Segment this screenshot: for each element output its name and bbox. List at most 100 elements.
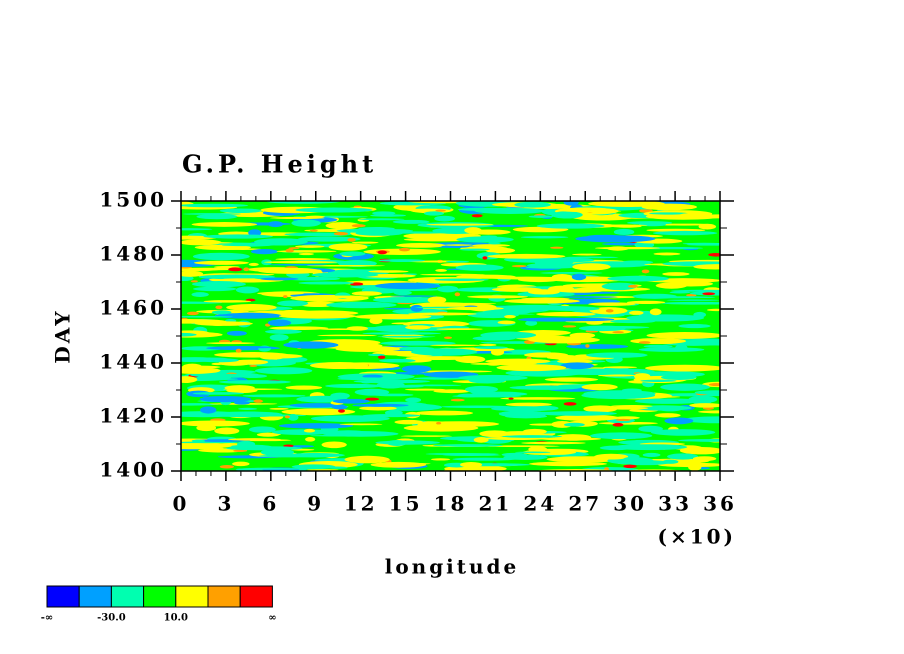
field-streak xyxy=(435,209,446,212)
field-streak xyxy=(572,263,611,271)
field-streak xyxy=(610,405,653,408)
field-streak xyxy=(402,384,462,387)
field-streak xyxy=(375,282,441,290)
field-streak xyxy=(257,267,322,274)
field-streak xyxy=(555,355,581,361)
field-streak xyxy=(359,406,397,411)
field-streak xyxy=(234,401,251,405)
field-streak xyxy=(654,413,681,418)
field-streak xyxy=(599,445,633,451)
field-streak xyxy=(285,248,294,253)
field-streak xyxy=(181,365,221,369)
field-streak xyxy=(311,272,379,278)
field-streak xyxy=(276,250,337,253)
field-streak xyxy=(603,366,637,369)
y-tick-label: 1440 xyxy=(99,350,167,374)
field-streak xyxy=(511,264,527,268)
field-streak xyxy=(325,222,361,230)
x-tick-label: 27 xyxy=(568,492,602,516)
field-streak xyxy=(191,222,258,227)
field-streak xyxy=(295,245,325,248)
field-streak xyxy=(289,310,359,316)
field-streak xyxy=(322,430,399,437)
field-streak xyxy=(503,454,548,460)
colorbar-box xyxy=(46,585,80,608)
field-streak xyxy=(288,247,300,250)
field-streak xyxy=(467,295,528,299)
field-streak xyxy=(479,430,511,438)
x-tick-label: 3 xyxy=(217,492,234,516)
colorbar-box xyxy=(78,585,112,608)
field-streak xyxy=(339,251,366,257)
x-tick-label: 9 xyxy=(307,492,324,516)
field-streak xyxy=(441,405,512,408)
field-streak xyxy=(534,259,574,266)
y-tick-label: 1420 xyxy=(99,404,167,428)
field-streak xyxy=(611,224,642,228)
field-streak xyxy=(536,311,596,317)
field-streak xyxy=(284,415,291,419)
colorbar-box xyxy=(239,585,273,608)
field-streak xyxy=(641,203,698,211)
field-streak xyxy=(496,304,574,311)
field-streak xyxy=(219,465,235,469)
field-streak xyxy=(610,319,656,324)
field-streak xyxy=(640,379,677,382)
field-streak xyxy=(563,415,612,422)
field-streak xyxy=(237,407,258,411)
field-streak xyxy=(257,291,304,296)
field-streak xyxy=(214,346,276,349)
field-streak xyxy=(488,241,501,245)
field-streak xyxy=(358,226,395,231)
field-streak xyxy=(529,423,563,426)
field-streak xyxy=(435,269,448,272)
field-streak xyxy=(525,320,538,326)
field-streak xyxy=(532,405,559,411)
field-streak xyxy=(474,346,508,349)
field-streak xyxy=(550,246,564,249)
field-streak xyxy=(190,280,198,283)
field-streak xyxy=(500,397,576,400)
field-streak xyxy=(399,346,435,351)
field-streak xyxy=(227,438,281,441)
field-streak xyxy=(269,407,289,410)
field-streak xyxy=(289,403,345,408)
field-streak xyxy=(646,331,720,339)
field-streak xyxy=(445,260,469,263)
field-streak xyxy=(181,443,232,449)
field-streak xyxy=(482,256,488,260)
field-streak xyxy=(527,289,560,295)
field-streak xyxy=(295,295,370,299)
field-streak xyxy=(597,374,636,377)
field-streak xyxy=(410,304,423,312)
field-streak xyxy=(303,428,316,433)
x-tick-label: 15 xyxy=(389,492,423,516)
field-streak xyxy=(677,438,720,442)
field-streak xyxy=(393,290,412,296)
field-streak xyxy=(390,295,438,297)
field-streak xyxy=(645,364,720,372)
field-streak xyxy=(260,433,282,436)
field-streak xyxy=(379,358,416,363)
field-streak xyxy=(508,413,533,416)
field-streak xyxy=(586,352,648,358)
field-streak xyxy=(362,332,442,335)
field-streak xyxy=(660,374,697,380)
field-streak xyxy=(554,434,592,441)
field-streak xyxy=(193,260,249,265)
field-streak xyxy=(228,267,243,272)
field-streak xyxy=(601,282,638,291)
field-streak xyxy=(404,388,447,391)
field-streak xyxy=(236,468,313,470)
field-streak xyxy=(226,304,277,311)
x-tick-label: 36 xyxy=(703,492,737,516)
field-streak xyxy=(332,398,370,404)
field-streak xyxy=(263,260,338,264)
field-streak xyxy=(310,415,390,422)
field-streak xyxy=(426,223,494,226)
field-streak xyxy=(200,406,217,414)
field-streak xyxy=(190,357,229,361)
field-streak xyxy=(590,432,653,440)
field-streak xyxy=(400,435,453,437)
field-streak xyxy=(215,305,223,310)
